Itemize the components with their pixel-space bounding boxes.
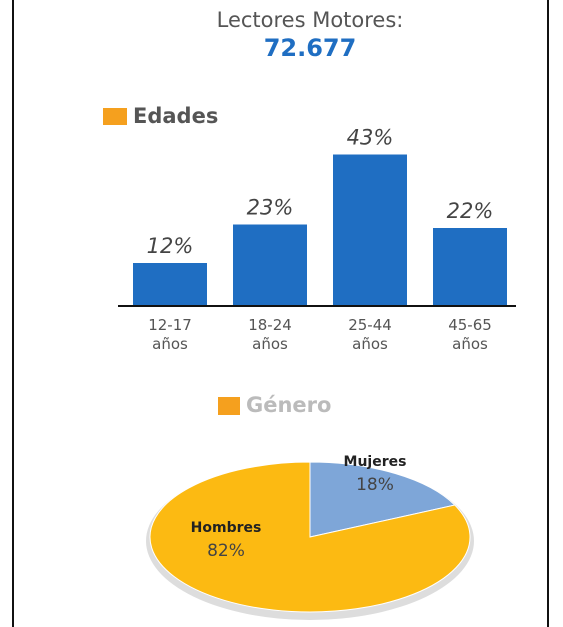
title-marker xyxy=(103,108,127,125)
title-marker xyxy=(218,397,240,415)
slice-value-label: 82% xyxy=(207,541,245,561)
bar xyxy=(133,263,207,305)
pie-slice xyxy=(149,461,471,613)
value-label: 43% xyxy=(347,126,394,150)
header-value: 72.677 xyxy=(263,34,357,62)
bar xyxy=(233,224,307,305)
bar xyxy=(333,154,407,305)
x-tick-label: 18-24 años xyxy=(248,316,292,353)
slice-label: Hombres xyxy=(191,520,262,536)
bar-chart-title: Edades xyxy=(133,104,219,128)
header-title: Lectores Motores: xyxy=(216,8,404,32)
slice-label: Mujeres xyxy=(344,454,407,470)
value-label: 23% xyxy=(247,196,294,220)
value-label: 22% xyxy=(447,199,494,223)
x-tick-label: 25-44 años xyxy=(348,316,392,353)
value-label: 12% xyxy=(147,234,194,258)
bar xyxy=(433,228,507,305)
x-tick-label: 12-17 años xyxy=(148,316,192,353)
x-tick-label: 45-65 años xyxy=(448,316,492,353)
pie-slice xyxy=(309,461,456,538)
pie-chart-title: Género xyxy=(246,393,332,417)
slice-value-label: 18% xyxy=(356,475,394,495)
